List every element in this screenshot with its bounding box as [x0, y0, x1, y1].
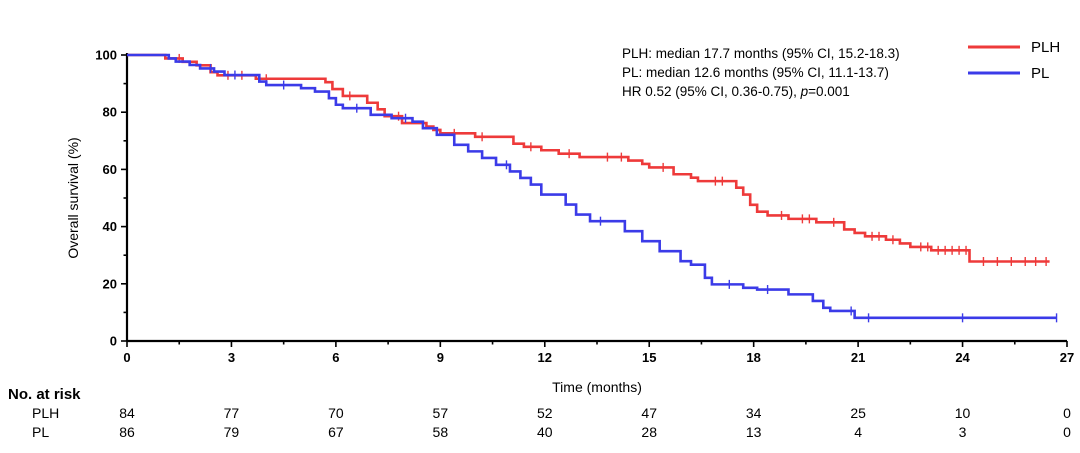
risk-value-plh: 0	[1063, 405, 1071, 421]
annotation-hazard-ratio: HR 0.52 (95% CI, 0.36-0.75), p=0.001	[622, 84, 850, 99]
series-layer	[127, 53, 1058, 323]
y-axis-label: Overall survival (%)	[65, 137, 81, 258]
y-tick-label: 60	[103, 162, 117, 177]
survival-curve-plh	[127, 53, 1050, 263]
legend: PLH PL	[968, 39, 1060, 82]
x-tick-label: 18	[746, 350, 760, 365]
risk-table-title: No. at risk	[8, 386, 81, 403]
risk-value-pl: 58	[433, 424, 449, 440]
legend-label-plh: PLH	[1031, 39, 1060, 56]
x-tick-label: 21	[851, 350, 865, 365]
risk-value-pl: 13	[746, 424, 762, 440]
risk-value-pl: 40	[537, 424, 553, 440]
axes: 0 20 40 60 80 100 0 3 6 9 12 15 18 21 24 27	[95, 48, 1074, 366]
risk-value-plh: 25	[850, 405, 866, 421]
y-tick-label: 40	[103, 219, 117, 234]
x-tick-label: 0	[123, 350, 130, 365]
y-tick-label: 100	[95, 48, 117, 63]
risk-value-pl: 4	[854, 424, 862, 440]
risk-value-plh: 47	[641, 405, 657, 421]
risk-row-label-plh: PLH	[32, 405, 59, 421]
y-tick-label: 80	[103, 105, 117, 120]
y-tick-label: 20	[103, 276, 117, 291]
risk-values: 84 77 70 57 52 47 34 25 10 0 86 79 67 58 40 28 13 4 3 0	[119, 405, 1071, 440]
annotation-plh-median: PLH: median 17.7 months (95% CI, 15.2-18…	[622, 46, 900, 61]
x-tick-label: 24	[955, 350, 970, 365]
risk-table: No. at risk PLH PL 84 77 70 57 52 47 34 25 10 086…	[8, 386, 1071, 440]
x-tick-label: 27	[1060, 350, 1074, 365]
x-tick-label: 6	[332, 350, 339, 365]
annotation-pl-median: PL: median 12.6 months (95% CI, 11.1-13.…	[622, 65, 889, 80]
risk-value-plh: 34	[746, 405, 762, 421]
risk-value-plh: 77	[224, 405, 240, 421]
risk-value-plh: 84	[119, 405, 135, 421]
legend-label-pl: PL	[1031, 65, 1049, 82]
x-tick-label: 15	[642, 350, 656, 365]
risk-value-plh: 10	[955, 405, 971, 421]
stats-annotation: PLH: median 17.7 months (95% CI, 15.2-18…	[622, 46, 900, 99]
risk-value-pl: 3	[959, 424, 967, 440]
survival-curve-pl	[127, 53, 1057, 320]
risk-value-plh: 52	[537, 405, 553, 421]
risk-row-label-pl: PL	[32, 424, 49, 440]
risk-value-plh: 57	[433, 405, 449, 421]
risk-value-pl: 86	[119, 424, 135, 440]
risk-value-pl: 28	[641, 424, 657, 440]
risk-value-pl: 79	[224, 424, 240, 440]
x-tick-label: 12	[538, 350, 552, 365]
x-tick-label: 3	[228, 350, 235, 365]
y-tick-label: 0	[110, 334, 117, 349]
risk-value-pl: 67	[328, 424, 344, 440]
risk-value-plh: 70	[328, 405, 344, 421]
x-tick-label: 9	[437, 350, 444, 365]
risk-value-pl: 0	[1063, 424, 1071, 440]
x-axis-label: Time (months)	[552, 379, 642, 395]
